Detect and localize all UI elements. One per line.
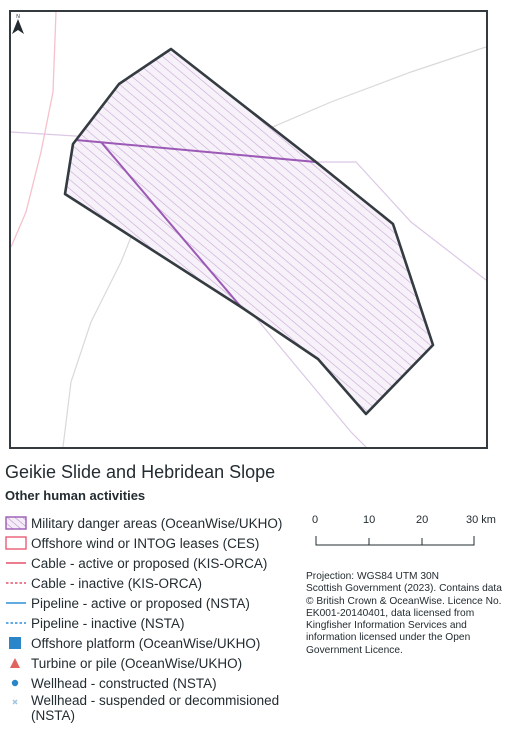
wellhead-dot-icon bbox=[5, 674, 31, 692]
legend-item-wellhead-suspended: Wellhead - suspended or decommisioned (N… bbox=[5, 693, 296, 727]
legend-item-platform: Offshore platform (OceanWise/UKHO) bbox=[5, 634, 260, 652]
platform-square-icon bbox=[5, 634, 31, 652]
map-canvas bbox=[11, 12, 486, 447]
wellhead-cross-icon bbox=[5, 693, 31, 711]
scale-label-0: 0 bbox=[312, 514, 319, 526]
legend-label: Turbine or pile (OceanWise/UKHO) bbox=[31, 655, 243, 671]
legend-label: Pipeline - inactive (NSTA) bbox=[31, 615, 185, 631]
legend-label: Wellhead - suspended or decommisioned (N… bbox=[31, 693, 280, 723]
legend-item-turbine: Turbine or pile (OceanWise/UKHO) bbox=[5, 654, 242, 672]
military-boundary-line bbox=[75, 139, 317, 163]
scale-label-30: 30 km bbox=[466, 514, 496, 526]
cable-inactive-icon bbox=[5, 574, 31, 592]
legend-label: Offshore wind or INTOG leases (CES) bbox=[31, 535, 260, 551]
legend-heading: Other human activities bbox=[5, 488, 146, 503]
background-boundary-line-2 bbox=[260, 46, 486, 133]
svg-text:N: N bbox=[16, 14, 20, 20]
wind-lease-icon bbox=[5, 534, 31, 552]
legend-label: Military danger areas (OceanWise/UKHO) bbox=[31, 515, 283, 531]
map-credits: Projection: WGS84 UTM 30N Scottish Gover… bbox=[306, 571, 502, 656]
military-boundary-line-2 bbox=[100, 141, 242, 308]
map-title: Geikie Slide and Hebridean Slope bbox=[5, 462, 276, 482]
pipeline-active-icon bbox=[5, 594, 31, 612]
legend-item-wellhead-constructed: Wellhead - constructed (NSTA) bbox=[5, 674, 217, 692]
cable-inactive-line bbox=[11, 12, 57, 248]
site-boundary[interactable] bbox=[63, 47, 435, 416]
legend-item-cable-inactive: Cable - inactive (KIS-ORCA) bbox=[5, 574, 202, 592]
scale-label-20: 20 bbox=[416, 514, 429, 526]
legend-item-cable-active: Cable - active or proposed (KIS-ORCA) bbox=[5, 554, 267, 572]
legend-label: Cable - inactive (KIS-ORCA) bbox=[31, 575, 203, 591]
legend-item-military: Military danger areas (OceanWise/UKHO) bbox=[5, 514, 282, 532]
scale-label-10: 10 bbox=[363, 514, 376, 526]
turbine-triangle-icon bbox=[5, 654, 31, 672]
legend-label: Offshore platform (OceanWise/UKHO) bbox=[31, 635, 261, 651]
map-panel[interactable]: N bbox=[9, 10, 488, 449]
north-arrow-icon: N bbox=[12, 14, 24, 34]
legend-item-pipeline-active: Pipeline - active or proposed (NSTA) bbox=[5, 594, 250, 612]
scale-bar-line bbox=[315, 536, 475, 546]
background-boundary-line-4 bbox=[250, 311, 367, 447]
legend-label: Wellhead - constructed (NSTA) bbox=[31, 675, 217, 691]
military-danger-area[interactable] bbox=[65, 49, 433, 414]
background-boundary-line-3 bbox=[62, 211, 142, 447]
pipeline-inactive-icon bbox=[5, 614, 31, 632]
legend-label: Cable - active or proposed (KIS-ORCA) bbox=[31, 555, 268, 571]
legend-item-wind-lease: Offshore wind or INTOG leases (CES) bbox=[5, 534, 259, 552]
military-hatch-icon bbox=[5, 514, 31, 532]
legend-item-pipeline-inactive: Pipeline - inactive (NSTA) bbox=[5, 614, 185, 632]
scale-bar: 0 10 20 30 km bbox=[305, 514, 505, 554]
legend-label: Pipeline - active or proposed (NSTA) bbox=[31, 595, 250, 611]
cable-active-icon bbox=[5, 554, 31, 572]
